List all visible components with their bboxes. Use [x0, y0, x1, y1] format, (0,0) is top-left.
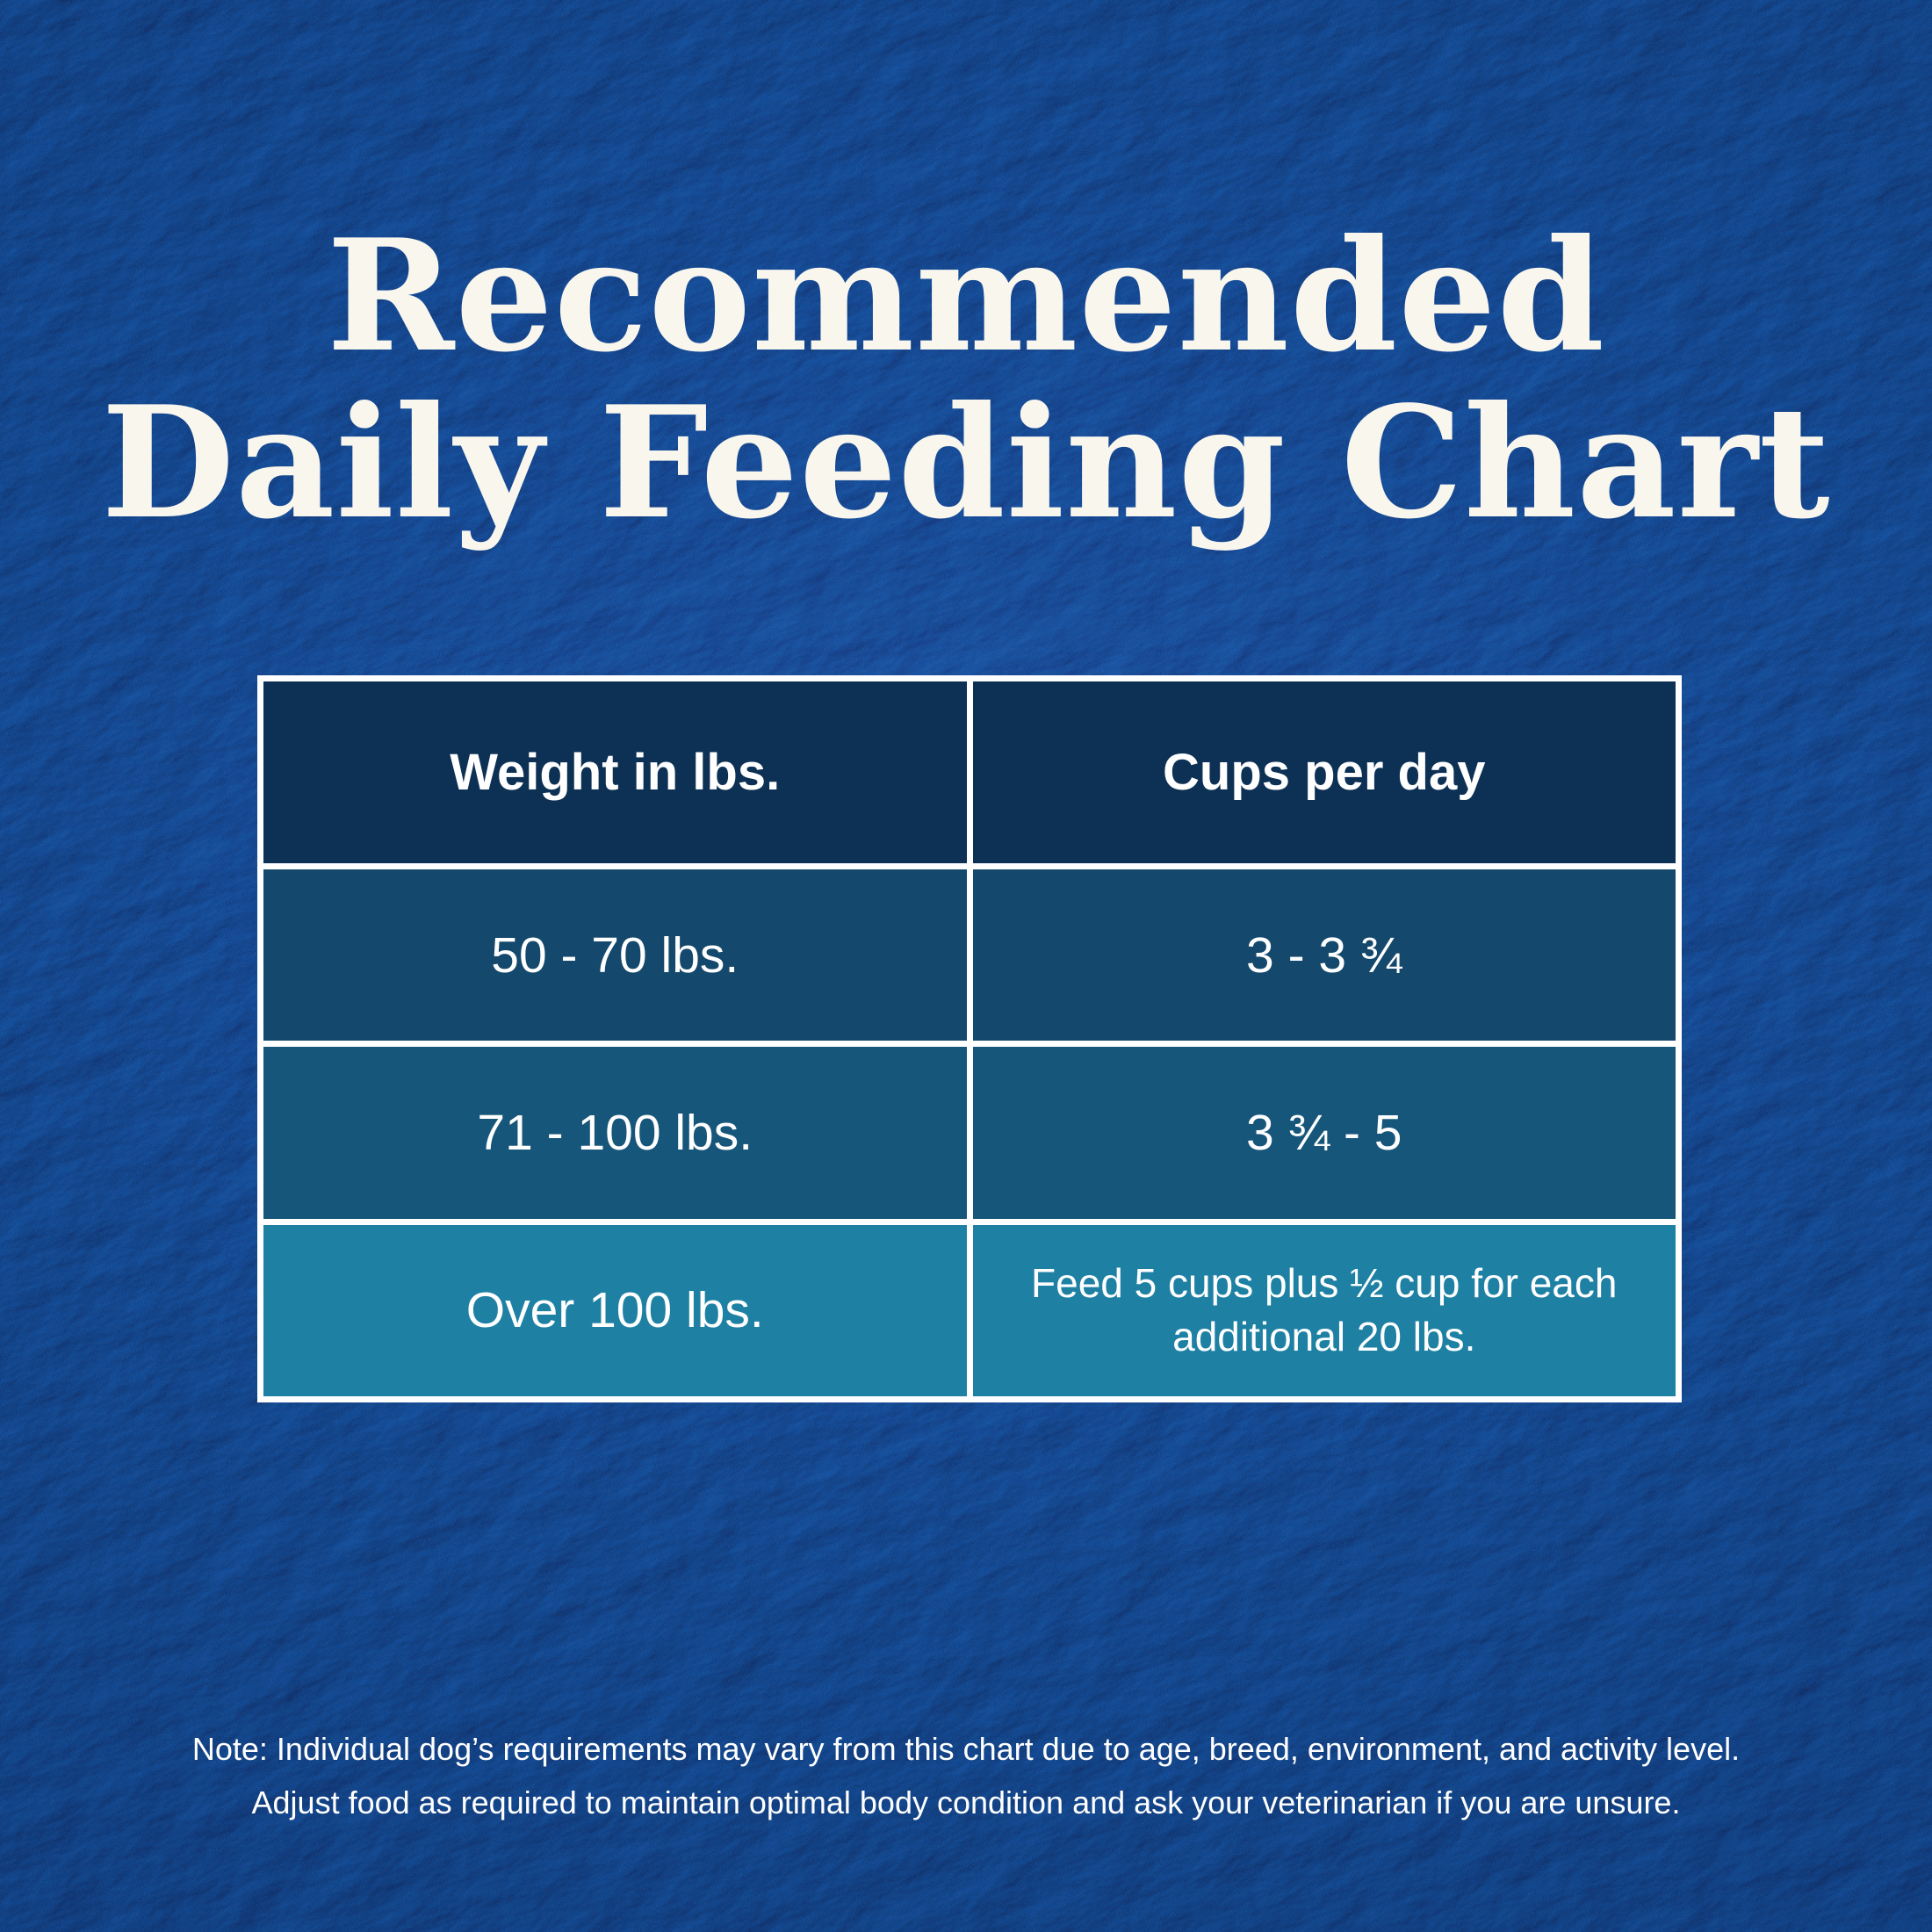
column-header-cups: Cups per day [972, 681, 1676, 863]
cups-value-row-2: 3 ¾ - 5 [972, 1047, 1676, 1219]
cups-value-row-1: 3 - 3 ¾ [972, 869, 1676, 1042]
note-line-2: Adjust food as required to maintain opti… [251, 1784, 1681, 1820]
title-line-1: Recommended [326, 206, 1606, 386]
feeding-table: Weight in lbs. Cups per day 50 - 70 lbs.… [257, 675, 1682, 1402]
cups-value-row-3: Feed 5 cups plus ½ cup for each addition… [1031, 1260, 1618, 1360]
note-line-1: Note: Individual dog’s requirements may … [191, 1731, 1741, 1767]
weight-range-row-2: 71 - 100 lbs. [263, 1047, 967, 1219]
column-header-weight: Weight in lbs. [263, 681, 967, 863]
weight-range-row-3: Over 100 lbs. [263, 1224, 967, 1396]
disclaimer-note: Note: Individual dog’s requirements may … [0, 1722, 1932, 1829]
title-line-2: Daily Feeding Chart [101, 373, 1831, 553]
page-title: Recommended Daily Feeding Chart [0, 213, 1932, 547]
cups-value-row-3-cell: Feed 5 cups plus ½ cup for each addition… [972, 1224, 1676, 1396]
weight-range-row-1: 50 - 70 lbs. [263, 869, 967, 1042]
